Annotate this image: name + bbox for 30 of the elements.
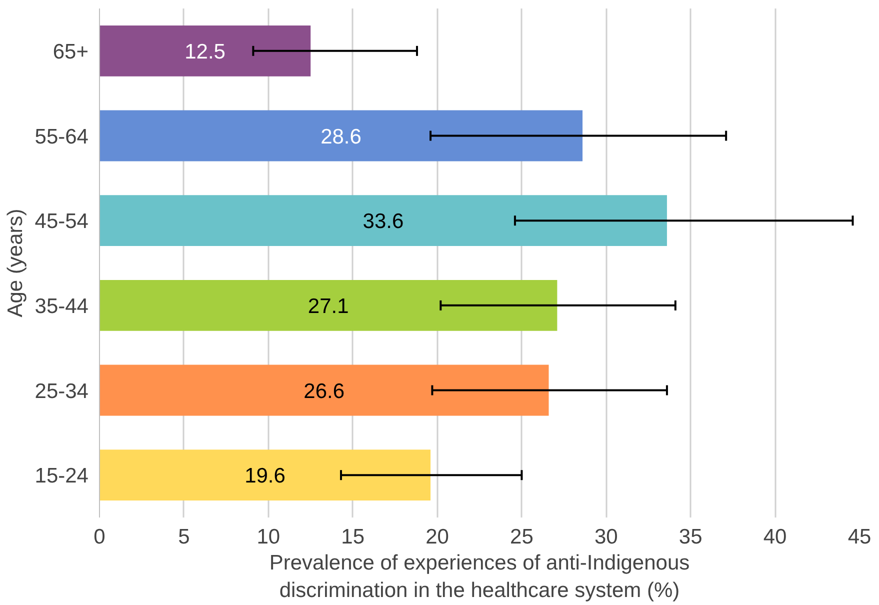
data-label: 33.6 (362, 210, 404, 234)
y-axis-title: Age (years) (4, 208, 27, 318)
x-tick-label: 35 (678, 526, 702, 548)
bar (100, 110, 583, 162)
x-tick-label: 15 (341, 526, 365, 548)
bar (100, 364, 549, 416)
y-tick-label: 25-34 (34, 380, 89, 403)
data-label: 27.1 (308, 294, 349, 318)
y-tick-label: 15-24 (34, 464, 89, 488)
data-label: 19.6 (244, 464, 286, 488)
bar (100, 195, 667, 246)
x-tick-label: 20 (426, 526, 449, 548)
bar (100, 25, 311, 76)
y-tick-label: 55-64 (34, 125, 89, 148)
x-tick-label: 0 (94, 526, 106, 548)
x-axis-title: Prevalence of experiences of anti-Indigenous discrimination in the healthcare system (%) (269, 552, 690, 602)
x-tick-label: 25 (510, 526, 534, 548)
y-tick-label: 45-54 (34, 210, 89, 234)
data-label: 12.5 (184, 40, 226, 64)
y-tick-label: 35-44 (34, 294, 89, 318)
x-tick-label: 10 (256, 526, 280, 548)
bar (100, 450, 431, 501)
x-tick-label: 30 (594, 526, 618, 548)
data-label: 28.6 (320, 125, 362, 148)
y-tick-label: 65+ (52, 40, 89, 64)
data-label: 26.6 (304, 380, 345, 403)
x-tick-label: 45 (848, 526, 872, 548)
bar (100, 280, 558, 331)
x-tick-label: 5 (178, 526, 190, 548)
x-tick-label: 40 (763, 526, 787, 548)
